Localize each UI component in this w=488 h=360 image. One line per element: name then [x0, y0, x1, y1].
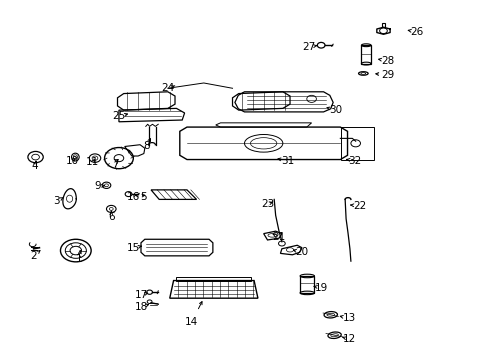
Text: 7: 7	[112, 159, 118, 169]
Text: 17: 17	[134, 290, 147, 300]
Text: 9: 9	[94, 181, 101, 191]
Text: 31: 31	[281, 156, 294, 166]
Text: 4: 4	[31, 161, 38, 171]
Text: 15: 15	[126, 243, 140, 253]
Text: 16: 16	[126, 192, 140, 202]
Bar	[341, 127, 373, 159]
Text: 19: 19	[314, 283, 327, 293]
Text: 30: 30	[328, 105, 342, 115]
Text: 13: 13	[343, 313, 356, 323]
Text: 11: 11	[86, 157, 99, 167]
Text: 21: 21	[272, 232, 285, 242]
Text: 8: 8	[142, 141, 149, 152]
Bar	[361, 45, 370, 64]
Text: 23: 23	[260, 199, 274, 209]
Text: 28: 28	[381, 56, 394, 66]
Bar	[176, 277, 250, 280]
Text: 14: 14	[185, 317, 198, 327]
Text: 18: 18	[134, 302, 147, 312]
Text: 6: 6	[108, 212, 114, 222]
Text: 22: 22	[352, 201, 366, 211]
Text: 26: 26	[409, 27, 423, 37]
Text: 12: 12	[343, 334, 356, 345]
Text: 29: 29	[381, 70, 394, 80]
Text: 32: 32	[347, 156, 361, 166]
Text: 10: 10	[65, 156, 79, 166]
Text: 5: 5	[140, 192, 147, 202]
Text: 1: 1	[76, 255, 82, 264]
Bar	[300, 276, 314, 293]
Text: 27: 27	[302, 42, 315, 51]
Bar	[381, 23, 385, 27]
Text: 3: 3	[53, 196, 60, 206]
Text: 20: 20	[295, 247, 308, 257]
Text: 2: 2	[30, 251, 37, 261]
Text: 25: 25	[112, 112, 125, 121]
Text: 24: 24	[161, 83, 174, 93]
